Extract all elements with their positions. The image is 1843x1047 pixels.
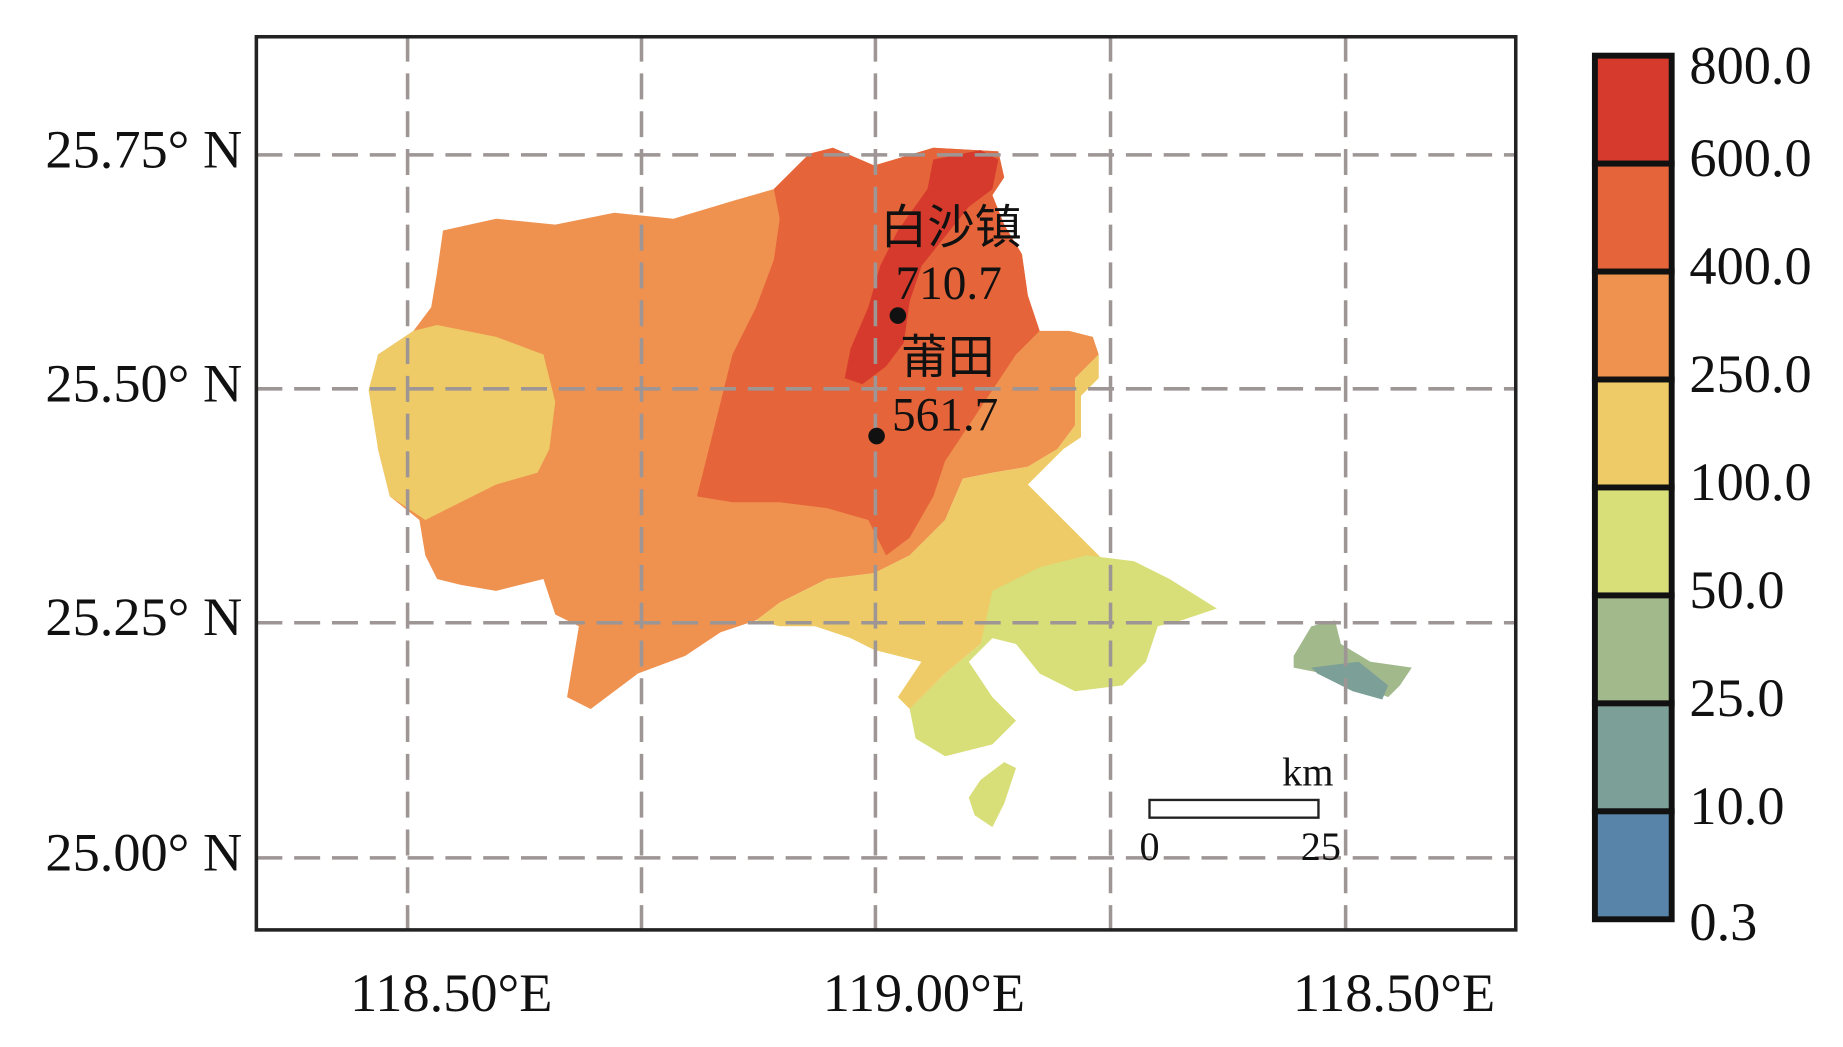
region [844, 150, 999, 385]
legend-label: 800.0 [1689, 35, 1811, 95]
map-frame [254, 34, 1518, 932]
legend-swatch [1591, 376, 1675, 491]
y-tick-label: 25.25° N [45, 587, 242, 647]
station-value: 561.7 [892, 389, 998, 441]
scale-label: 25 [1301, 824, 1341, 869]
x-tick-label: 118.50°E [1293, 963, 1495, 1023]
region [756, 354, 1111, 709]
region [909, 555, 1217, 757]
legend-label: 250.0 [1689, 344, 1811, 404]
legend-label: 100.0 [1689, 452, 1811, 512]
station-name: 白沙镇 [880, 203, 1022, 255]
legend-swatch [1591, 484, 1675, 599]
legend-swatch [1591, 268, 1675, 383]
legend-label: 600.0 [1689, 128, 1811, 188]
region [1293, 620, 1412, 698]
legend-swatch [1591, 700, 1675, 815]
region [1311, 661, 1389, 700]
x-tick-label: 118.50°E [350, 963, 552, 1023]
regions [368, 147, 1412, 828]
scale-bar [1148, 798, 1320, 819]
legend-label: 10.0 [1689, 776, 1784, 836]
legend-swatch [1591, 808, 1675, 923]
station-point [868, 427, 885, 445]
scale-label: 0 [1139, 824, 1159, 869]
grid [256, 35, 1516, 930]
legend-swatch [1591, 592, 1675, 707]
y-tick-label: 25.00° N [45, 822, 242, 882]
x-tick-label: 119.00°E [823, 963, 1025, 1023]
legend-label: 25.0 [1689, 668, 1784, 728]
station-name: 莆田 [900, 333, 995, 385]
y-tick-label: 25.50° N [45, 353, 242, 413]
legend-label: 400.0 [1689, 236, 1811, 296]
y-tick-label: 25.75° N [45, 119, 242, 179]
legend-swatch [1591, 52, 1675, 167]
scale-unit: km [1282, 750, 1333, 795]
legend-label: 50.0 [1689, 560, 1784, 620]
legend-label: 0.3 [1689, 892, 1757, 952]
station-point [889, 307, 907, 324]
region [368, 325, 556, 520]
station-value: 710.7 [896, 258, 1002, 310]
region [968, 762, 1017, 828]
legend-swatch [1591, 160, 1675, 275]
